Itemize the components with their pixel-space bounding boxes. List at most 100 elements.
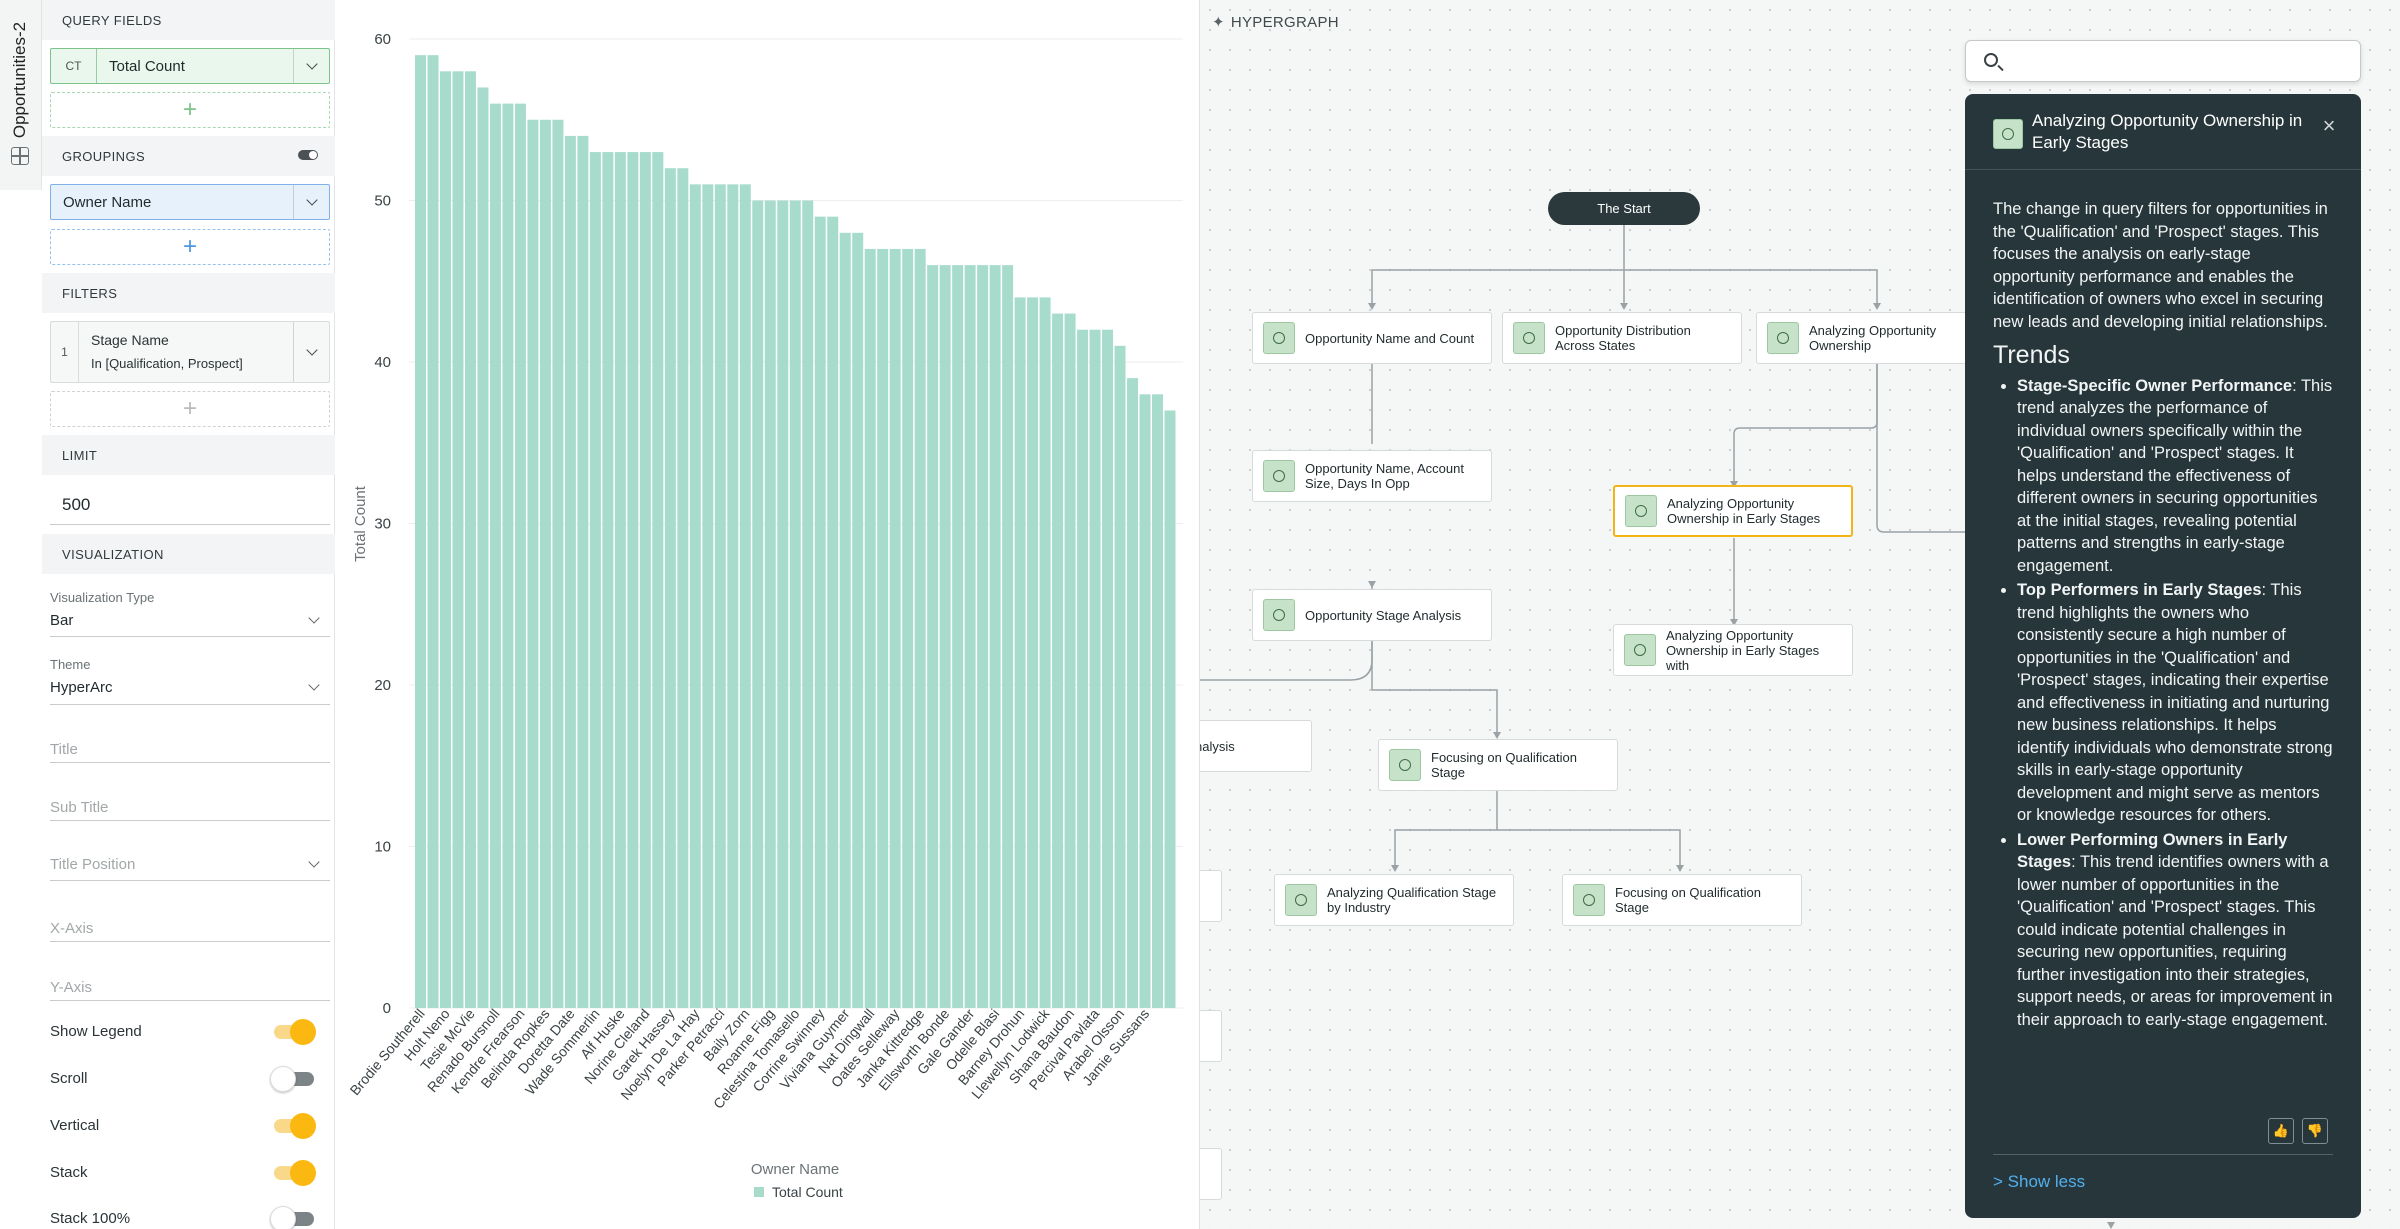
- sparkle-icon: ✦: [1212, 14, 1225, 31]
- insight-node-icon: [1263, 460, 1295, 492]
- graph-node-partial[interactable]: [1200, 1148, 1222, 1200]
- stack-label: Stack: [50, 1164, 88, 1181]
- x-axis-title: Owner Name: [751, 1161, 839, 1178]
- groupings-toggle[interactable]: [298, 150, 318, 160]
- bar: [1164, 410, 1176, 1008]
- subtitle-input[interactable]: Sub Title: [50, 799, 109, 816]
- field-underline: [50, 762, 330, 763]
- title-position-select[interactable]: Title Position: [50, 856, 136, 873]
- x-axis-input[interactable]: X-Axis: [50, 920, 94, 937]
- field-underline: [50, 820, 330, 821]
- show-less-link[interactable]: > Show less: [1993, 1172, 2086, 1191]
- graph-node[interactable]: Focusing on Qualification Stage: [1562, 874, 1802, 926]
- bar: [1102, 329, 1114, 1008]
- query-field-total-count[interactable]: CT Total Count: [50, 48, 330, 84]
- grouping-owner-name[interactable]: Owner Name: [50, 184, 330, 220]
- legend-label: Total Count: [772, 1184, 843, 1200]
- bar: [502, 103, 514, 1009]
- add-filter-button[interactable]: +: [50, 391, 330, 427]
- close-icon[interactable]: ×: [2322, 113, 2336, 138]
- bar: [664, 168, 676, 1008]
- graph-node[interactable]: Opportunity Name and Count: [1252, 312, 1492, 364]
- chevron-down-icon[interactable]: [308, 679, 320, 691]
- grouping-dropdown[interactable]: [293, 185, 329, 219]
- bar: [1014, 297, 1026, 1008]
- graph-node-label: Analyzing Opportunity Ownership in Early…: [1666, 627, 1820, 673]
- visualization-type-select[interactable]: Bar: [50, 612, 74, 629]
- theme-label: Theme: [50, 657, 91, 672]
- bar: [1002, 265, 1014, 1009]
- bar: [889, 248, 901, 1008]
- bar: [727, 184, 739, 1009]
- search-input[interactable]: [2012, 49, 2342, 73]
- bar: [627, 152, 639, 1009]
- bar: [989, 265, 1001, 1009]
- insight-node-icon: [1767, 322, 1799, 354]
- limit-input[interactable]: 500: [62, 495, 91, 514]
- graph-node[interactable]: Focusing on Qualification Stage: [1378, 739, 1618, 791]
- y-tick-label: 30: [374, 516, 391, 533]
- vertical-switch[interactable]: [274, 1113, 316, 1139]
- stack-100-switch[interactable]: [270, 1206, 314, 1229]
- bar: [977, 265, 989, 1009]
- chevron-down-icon[interactable]: [308, 612, 320, 624]
- hypergraph-title-text: HYPERGRAPH: [1230, 14, 1339, 31]
- filter-value: In [Qualification, Prospect]: [91, 356, 243, 371]
- theme-select[interactable]: HyperArc: [50, 679, 113, 696]
- graph-node[interactable]: Analyzing Opportunity Ownership: [1756, 312, 1996, 364]
- graph-node[interactable]: Opportunity Distribution Across States: [1502, 312, 1742, 364]
- y-tick-label: 40: [374, 354, 391, 371]
- y-tick-label: 0: [383, 1000, 391, 1017]
- graph-node-partial[interactable]: [1200, 870, 1222, 922]
- show-legend-label: Show Legend: [50, 1023, 142, 1040]
- y-tick-label: 60: [374, 31, 391, 48]
- bar: [1114, 345, 1126, 1009]
- insight-node-icon: [1263, 322, 1295, 354]
- y-axis-title: Total Count: [352, 485, 369, 562]
- graph-node[interactable]: Analyzing Opportunity Ownership in Early…: [1613, 624, 1853, 676]
- graph-node[interactable]: Opportunity Stage Analysis: [1252, 589, 1492, 641]
- graph-node-label: Opportunity Stage Analysis: [1305, 607, 1462, 623]
- bar: [939, 265, 951, 1009]
- graph-node-partial[interactable]: [1200, 1010, 1222, 1062]
- grid-icon[interactable]: [11, 147, 29, 165]
- bar: [839, 232, 851, 1009]
- graph-search-box[interactable]: [1965, 40, 2361, 82]
- stack-switch[interactable]: [274, 1160, 316, 1186]
- scroll-switch[interactable]: [270, 1066, 314, 1092]
- insight-node-icon: [1263, 599, 1295, 631]
- insight-node-icon: [1285, 884, 1317, 916]
- graph-node-selected[interactable]: Analyzing Opportunity Ownership in Early…: [1613, 485, 1853, 537]
- add-query-field-button[interactable]: +: [50, 92, 330, 128]
- graph-node[interactable]: nalysis: [1200, 720, 1312, 772]
- insight-panel: Analyzing Opportunity Ownership in Early…: [1965, 94, 2361, 1218]
- field-underline: [50, 941, 330, 942]
- show-legend-switch[interactable]: [274, 1019, 316, 1045]
- thumbs-up-icon[interactable]: 👍: [2268, 1118, 2294, 1144]
- bar: [689, 184, 701, 1009]
- graph-node[interactable]: Analyzing Qualification Stage by Industr…: [1274, 874, 1514, 926]
- bar: [927, 265, 939, 1009]
- title-input[interactable]: Title: [50, 741, 78, 758]
- dashboard-name[interactable]: Opportunities-2: [10, 21, 29, 139]
- y-tick-label: 10: [374, 839, 391, 856]
- y-axis-input[interactable]: Y-Axis: [50, 979, 92, 996]
- filter-stage-name[interactable]: 1 Stage Name In [Qualification, Prospect…: [50, 321, 330, 383]
- trend-item: Top Performers in Early Stages: This tre…: [2017, 579, 2333, 827]
- bar: [1077, 329, 1089, 1008]
- bar: [677, 168, 689, 1008]
- graph-node[interactable]: Opportunity Name, Account Size, Days In …: [1252, 450, 1492, 502]
- graph-edges: [1200, 225, 2115, 1229]
- thumbs-down-icon[interactable]: 👎: [2302, 1118, 2328, 1144]
- divider: [1993, 1154, 2333, 1155]
- filter-dropdown[interactable]: [293, 322, 329, 382]
- chevron-down-icon[interactable]: [308, 856, 320, 868]
- graph-start-node[interactable]: The Start: [1548, 192, 1700, 225]
- bar: [514, 103, 526, 1009]
- bar: [802, 200, 814, 1008]
- query-field-dropdown[interactable]: [293, 49, 329, 83]
- bar: [602, 152, 614, 1009]
- bar: [702, 184, 714, 1009]
- trend-text: : This trend identifies owners with a lo…: [2017, 853, 2333, 1029]
- add-grouping-button[interactable]: +: [50, 229, 330, 265]
